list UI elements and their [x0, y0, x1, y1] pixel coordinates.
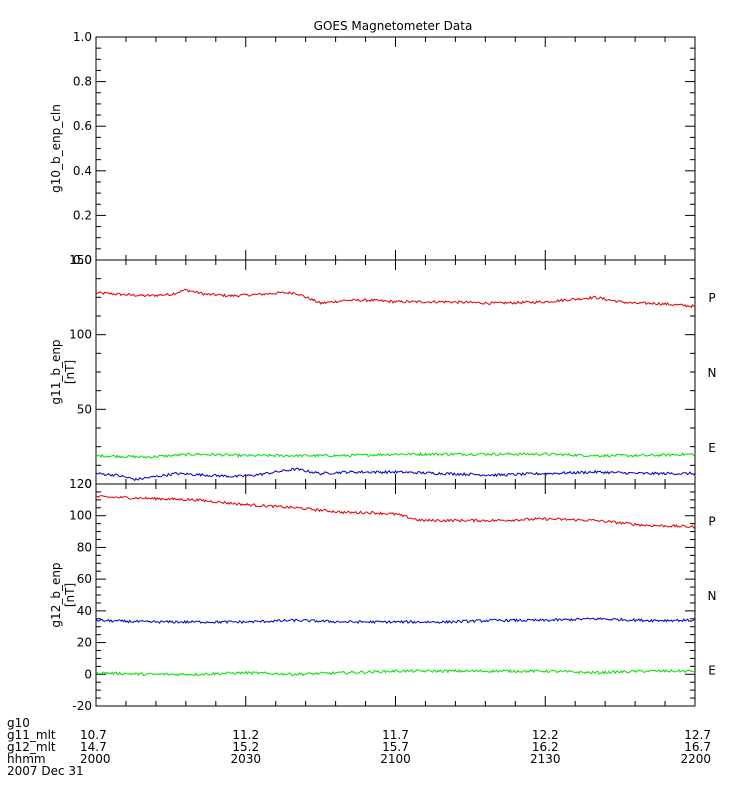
y-axis-unit: [nT] [63, 360, 77, 384]
y-axis-label: g10_b_enp_cln [49, 104, 63, 193]
y-tick-label: 80 [77, 540, 92, 554]
y-tick-label: 0.6 [73, 119, 92, 133]
x-tick-label: 11.2 [232, 728, 259, 742]
y-tick-label: 150 [69, 253, 92, 267]
x-row-label: hhmm [7, 752, 46, 766]
panel-frame-3 [95, 483, 696, 707]
x-tick-label: 12.7 [684, 728, 711, 742]
y-tick-label: 0.4 [73, 164, 92, 178]
x-tick-label: 10.7 [80, 728, 107, 742]
y-tick-label: 50 [77, 402, 92, 416]
x-tick-label: 11.7 [382, 728, 409, 742]
series-line-p [95, 495, 696, 529]
y-tick-label: 1.0 [73, 30, 92, 44]
date-label: 2007 Dec 31 [7, 764, 84, 778]
series-line-n [95, 668, 695, 677]
y-tick-label: -20 [72, 699, 92, 713]
y-axis-unit: [nT] [63, 583, 77, 607]
x-tick-label: 15.7 [382, 740, 409, 754]
x-tick-label: 14.7 [80, 740, 107, 754]
y-tick-label: 100 [69, 328, 92, 342]
chart-title: GOES Magnetometer Data [314, 19, 473, 33]
x-tick-label: 2200 [680, 752, 711, 766]
x-tick-label: 2030 [230, 752, 261, 766]
y-axis-label: g12_b_enp [49, 562, 63, 627]
y-tick-label: 0.8 [73, 75, 92, 89]
series-label-p: P [708, 291, 715, 305]
series-label-p: P [708, 515, 715, 529]
x-tick-label: 15.2 [232, 740, 259, 754]
series-line-p [95, 288, 696, 309]
y-tick-label: 0 [84, 667, 92, 681]
panel-frame-2 [95, 259, 696, 485]
y-tick-label: 0.0 [73, 253, 92, 267]
y-tick-label: 20 [77, 636, 92, 650]
x-row-label: g12_mlt [7, 740, 56, 754]
series-label-n: N [708, 366, 717, 380]
y-tick-label: 0 [84, 477, 92, 491]
x-row-label: g11_mlt [7, 728, 56, 742]
series-label-e: E [708, 663, 716, 677]
series-line-e [95, 617, 696, 625]
series-label-n: N [708, 589, 717, 603]
x-tick-label: 12.2 [532, 728, 559, 742]
x-tick-label: 2130 [530, 752, 561, 766]
x-tick-label: 2000 [80, 752, 111, 766]
x-tick-label: 16.2 [532, 740, 559, 754]
x-tick-label: 16.7 [684, 740, 711, 754]
series-line-e [95, 467, 696, 482]
y-tick-label: 40 [77, 604, 92, 618]
series-line-n [95, 451, 696, 459]
x-tick-label: 2100 [380, 752, 411, 766]
series-label-e: E [708, 441, 716, 455]
panel-frame-1 [95, 36, 696, 261]
x-row-label: g10 [7, 716, 30, 730]
y-tick-label: 100 [69, 509, 92, 523]
y-tick-label: 0.2 [73, 208, 92, 222]
y-tick-label: 60 [77, 572, 92, 586]
y-axis-label: g11_b_enp [49, 339, 63, 404]
y-tick-label: 120 [69, 477, 92, 491]
